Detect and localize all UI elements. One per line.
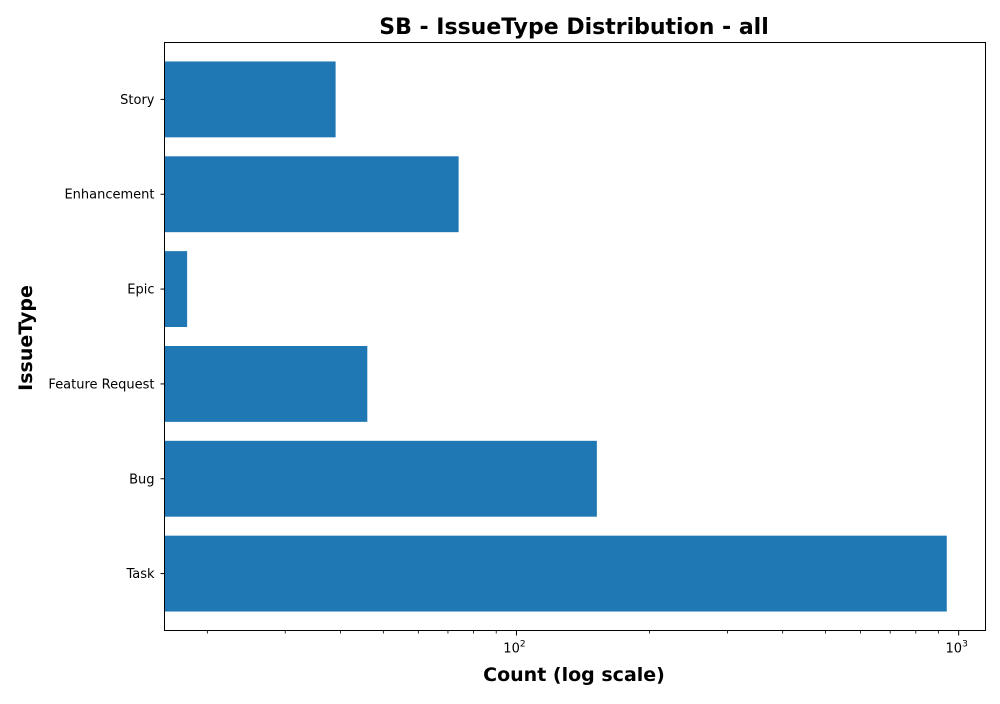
x-tick-label-exponent: 2 bbox=[520, 640, 526, 650]
y-tick-label-feature-request: Feature Request bbox=[48, 377, 154, 392]
y-tick-label-story: Story bbox=[120, 93, 155, 108]
bar-enhancement bbox=[164, 156, 459, 233]
bar-epic bbox=[164, 251, 188, 328]
bar-story bbox=[164, 61, 336, 138]
y-axis-ticks: Task Bug Feature Request Epic Enhancement Sto… bbox=[48, 93, 165, 582]
y-tick-label-task: Task bbox=[125, 567, 155, 582]
y-tick-label-enhancement: Enhancement bbox=[64, 188, 154, 203]
y-tick-label-bug: Bug bbox=[129, 472, 154, 487]
bar-bug bbox=[164, 440, 597, 517]
x-tick-label-100: 102 bbox=[503, 640, 525, 657]
x-axis-ticks: 102 103 bbox=[206, 630, 968, 657]
x-tick-label-base: 10 bbox=[503, 642, 520, 657]
x-tick-label-base: 10 bbox=[946, 642, 963, 657]
bar-feature-request bbox=[164, 345, 368, 422]
chart-title: SB - IssueType Distribution - all bbox=[379, 15, 769, 40]
x-tick-label-1000: 103 bbox=[946, 640, 968, 657]
bars-layer bbox=[164, 61, 947, 612]
plot-frame bbox=[164, 42, 986, 631]
y-tick-label-epic: Epic bbox=[127, 283, 154, 298]
bar-task bbox=[164, 535, 947, 612]
x-tick-label-exponent: 3 bbox=[962, 640, 968, 650]
x-axis-label: Count (log scale) bbox=[483, 664, 665, 686]
y-axis-label: IssueType bbox=[15, 285, 37, 391]
